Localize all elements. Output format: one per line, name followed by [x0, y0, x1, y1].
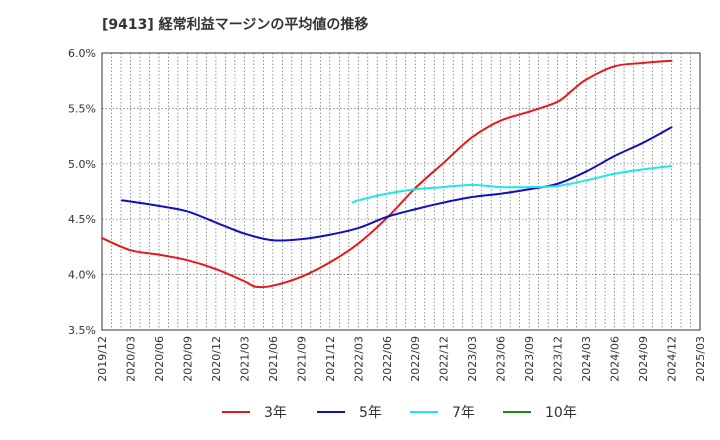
- y-tick-labels: 3.5% 4.0% 4.5% 5.0% 5.5% 6.0%: [68, 47, 96, 337]
- legend-label-1: 3年: [264, 405, 287, 421]
- x-tick-label: 2020/09: [181, 336, 194, 382]
- axes: [101, 52, 701, 331]
- y-tick-label: 4.5%: [68, 213, 96, 226]
- x-tick-label: 2021/03: [238, 336, 251, 382]
- legend-label-4: 10年: [545, 405, 577, 421]
- chart-title: [9413] 経常利益マージンの平均値の推移: [102, 17, 369, 33]
- x-tick-label: 2022/09: [409, 336, 422, 382]
- legend-label-2: 5年: [359, 405, 382, 421]
- x-tick-label: 2023/09: [523, 336, 536, 382]
- x-tick-label: 2023/12: [552, 336, 565, 382]
- series-line-3: [351, 165, 673, 204]
- x-tick-label: 2020/06: [153, 336, 166, 382]
- x-tick-label: 2021/09: [295, 336, 308, 382]
- x-tick-label: 2024/06: [609, 336, 622, 382]
- x-tick-label: 2023/03: [466, 336, 479, 382]
- y-tick-label: 6.0%: [68, 47, 96, 60]
- x-tick-label: 2024/12: [666, 336, 679, 382]
- x-tick-label: 2022/12: [438, 336, 451, 382]
- x-tick-label: 2024/09: [637, 336, 650, 382]
- x-tick-label: 2022/03: [352, 336, 365, 382]
- series-line-1: [101, 59, 673, 289]
- x-tick-label: 2020/12: [210, 336, 223, 382]
- x-tick-label: 2021/06: [267, 336, 280, 382]
- x-tick-label: 2023/06: [495, 336, 508, 382]
- x-tick-label: 2024/03: [580, 336, 593, 382]
- x-tick-label: 2019/12: [96, 336, 109, 382]
- y-tick-label: 5.0%: [68, 158, 96, 171]
- y-tick-label: 4.0%: [68, 269, 96, 282]
- x-tick-label: 2025/03: [694, 336, 707, 382]
- y-tick-label: 5.5%: [68, 102, 96, 115]
- x-tick-labels: 2019/12 2020/03 2020/06 2020/09 2020/12 2021/…: [96, 336, 707, 382]
- x-tick-label: 2022/06: [381, 336, 394, 382]
- x-tick-label: 2020/03: [124, 336, 137, 382]
- series-lines: [101, 59, 673, 289]
- legend: 3年 5年 7年 10年: [222, 405, 577, 421]
- y-tick-label: 3.5%: [68, 324, 96, 337]
- series-line-2: [120, 126, 673, 242]
- x-tick-label: 2021/12: [324, 336, 337, 382]
- legend-label-3: 7年: [452, 405, 475, 421]
- plot-border: [101, 52, 701, 331]
